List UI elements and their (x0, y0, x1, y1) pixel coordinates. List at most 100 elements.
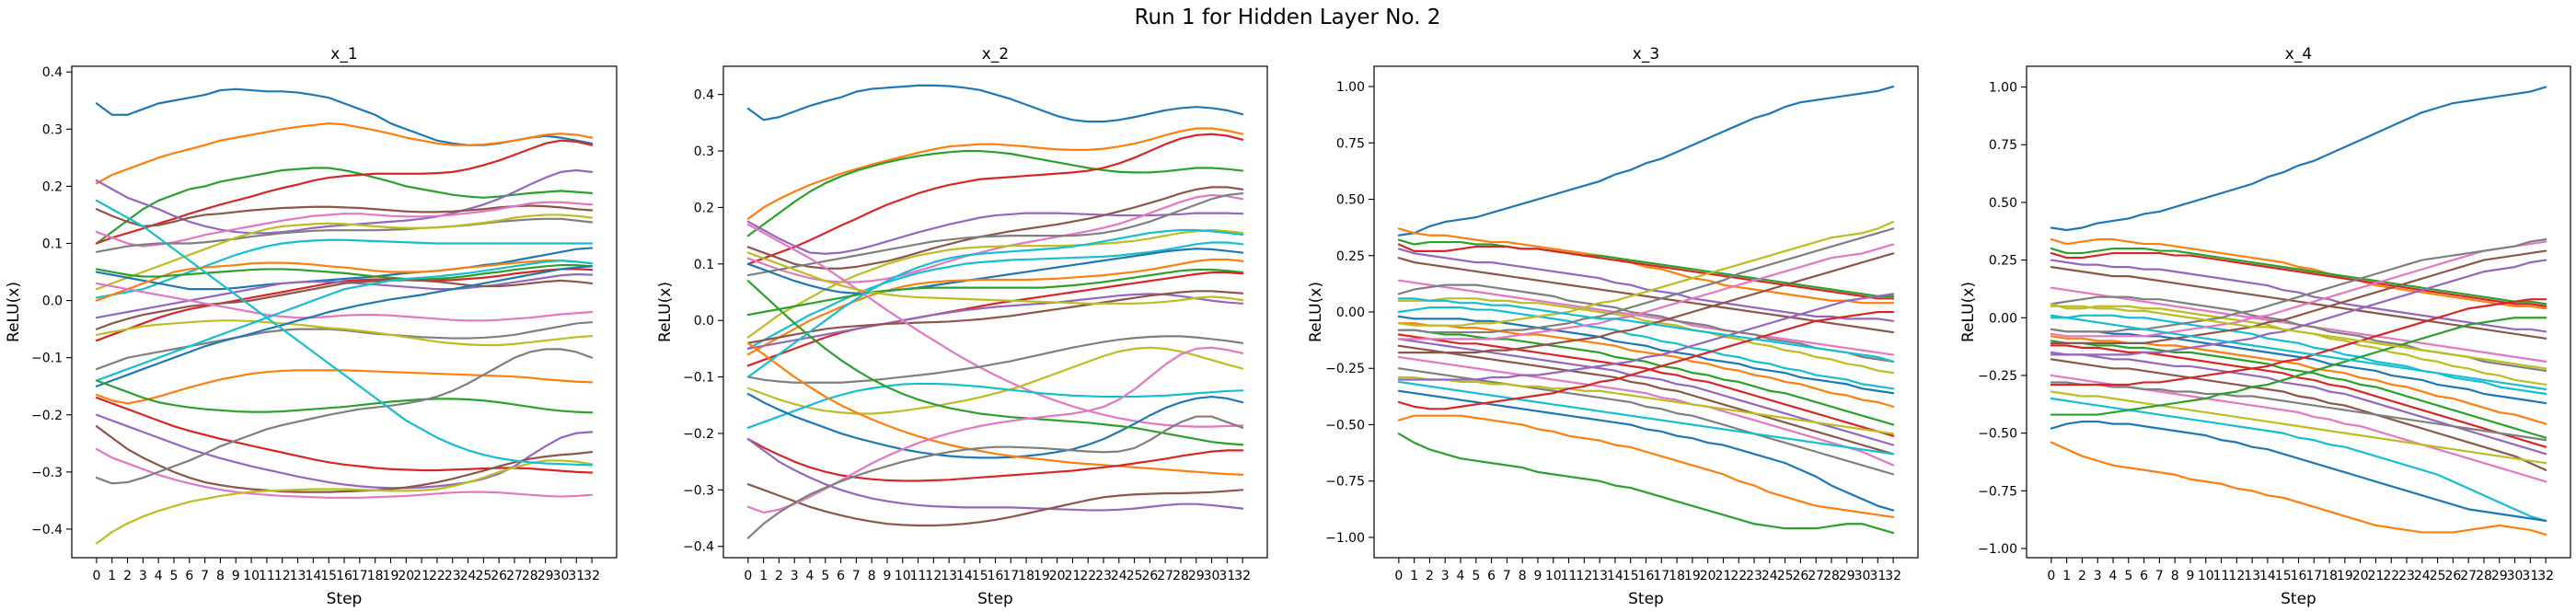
x-tick-label: 23 (445, 569, 461, 583)
series-line-24 (1397, 310, 1895, 410)
x-axis-label: Step (977, 590, 1013, 608)
x-tick-label: 13 (1591, 569, 1608, 583)
x-tick-label: 20 (1700, 569, 1716, 583)
series-line-13 (1397, 329, 1895, 426)
x-tick-label: 26 (491, 569, 507, 583)
x-axis-label: Step (2281, 590, 2316, 608)
y-axis-label: ReLU(x) (1307, 282, 1325, 342)
x-tick-label: 10 (2198, 569, 2214, 583)
series-line-3 (746, 149, 1244, 237)
subplot-title: x_1 (330, 45, 357, 64)
x-tick-label: 8 (2171, 569, 2179, 583)
x-tick-label: 1 (2062, 569, 2071, 583)
x-tick-label: 21 (1065, 569, 1081, 583)
y-tick-label: 0.2 (42, 179, 63, 194)
series-line-14 (746, 271, 1244, 367)
series-line-20 (746, 382, 1244, 429)
x-tick-label: 25 (475, 569, 491, 583)
series-line-8 (95, 217, 594, 253)
subplot-title: x_3 (1633, 45, 1659, 64)
series-line-24 (2050, 298, 2547, 387)
series-line-5 (746, 212, 1244, 255)
series-line-17 (95, 282, 594, 322)
x-tick-label: 11 (259, 569, 275, 583)
series-line-10 (746, 241, 1244, 350)
series-line-1 (1397, 85, 1895, 237)
series-line-4 (1397, 243, 1895, 300)
y-tick-label: −0.4 (683, 540, 714, 555)
series-line-13 (746, 268, 1244, 317)
subplot-grid: 0 1 2 3 4 5 6 7 8 9 101112131415161718192021222324… (5, 45, 2571, 608)
x-tick-label: 14 (2259, 569, 2276, 583)
x-tick-label: 11 (910, 569, 927, 583)
y-tick-label: −1.00 (1325, 531, 1365, 546)
x-tick-label: 15 (972, 569, 988, 583)
series-line-22 (746, 341, 1244, 476)
series-line-21 (95, 265, 594, 387)
y-tick-label: 0.1 (694, 258, 714, 272)
x-tick-label: 2 (1426, 569, 1434, 583)
series-line-27 (2050, 240, 2547, 338)
series-line-4 (2050, 251, 2547, 307)
x-tick-label: 8 (868, 569, 876, 583)
series-line-10 (2050, 314, 2547, 396)
series-line-11 (746, 248, 1244, 294)
x-tick-label: 3 (139, 569, 147, 583)
y-tick-label: 0.0 (42, 294, 63, 309)
x-tick-label: 18 (2321, 569, 2338, 583)
y-tick-label: 0.4 (694, 88, 714, 103)
x-tick-label: 22 (1730, 569, 1747, 583)
series-line-28 (746, 415, 1244, 539)
series-line-25 (2050, 259, 2547, 356)
x-tick-label: 18 (1669, 569, 1685, 583)
x-tick-label: 15 (2275, 569, 2292, 583)
x-tick-label: 31 (2522, 569, 2538, 583)
x-tick-label: 9 (232, 569, 240, 583)
y-tick-label: 0.00 (1989, 311, 2017, 326)
x-tick-label: 32 (1234, 569, 1251, 583)
y-tick-label: 0.3 (42, 122, 63, 137)
x-tick-label: 7 (2155, 569, 2164, 583)
x-tick-label: 20 (398, 569, 414, 583)
series-line-18 (2050, 381, 2547, 442)
series-line-11 (95, 247, 594, 291)
x-tick-label: 3 (2094, 569, 2102, 583)
series-line-7 (746, 193, 1244, 283)
y-tick-label: 0.25 (1989, 254, 2017, 269)
x-tick-label: 15 (1623, 569, 1639, 583)
x-tick-label: 28 (2476, 569, 2492, 583)
x-tick-label: 20 (2352, 569, 2369, 583)
series-line-19 (746, 346, 1244, 415)
series-line-27 (95, 447, 594, 499)
y-tick-label: 0.2 (694, 201, 714, 215)
series-line-9 (746, 228, 1244, 339)
x-tick-label: 25 (1777, 569, 1794, 583)
x-tick-label: 31 (568, 569, 584, 583)
y-tick-label: −0.3 (683, 483, 714, 498)
y-axis-label: ReLU(x) (656, 282, 675, 342)
series-line-30 (746, 228, 1244, 378)
x-tick-label: 0 (92, 569, 100, 583)
x-tick-label: 1 (1410, 569, 1418, 583)
series-line-18 (746, 335, 1244, 384)
series-line-16 (2050, 358, 2547, 471)
series-line-2 (95, 121, 594, 185)
x-tick-label: 32 (2537, 569, 2554, 583)
series-line-17 (1397, 355, 1895, 467)
series-line-5 (2050, 259, 2547, 333)
y-tick-label: −0.75 (1325, 475, 1365, 490)
x-tick-label: 4 (806, 569, 814, 583)
y-tick-label: 1.00 (1336, 80, 1365, 95)
x-tick-label: 21 (413, 569, 430, 583)
series-line-5 (1397, 248, 1895, 322)
x-tick-label: 29 (2491, 569, 2508, 583)
series-line-13 (2050, 340, 2547, 439)
series-line-11 (2050, 328, 2547, 405)
x-tick-label: 6 (185, 569, 193, 583)
series-line-17 (746, 223, 1244, 428)
series-line-22 (1397, 414, 1895, 519)
x-tick-label: 16 (336, 569, 352, 583)
x-tick-label: 27 (506, 569, 523, 583)
x-tick-label: 24 (1111, 569, 1127, 583)
